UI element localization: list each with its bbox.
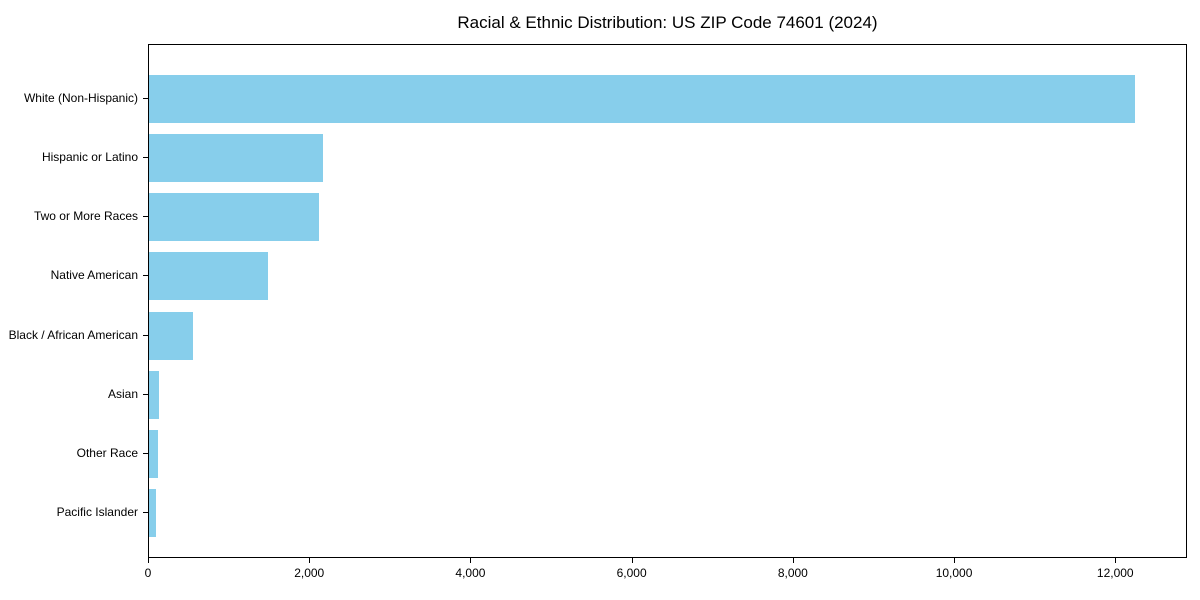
x-tick-label: 6,000	[616, 566, 647, 580]
x-tick-label: 12,000	[1096, 566, 1134, 580]
bar	[149, 370, 160, 419]
y-tick-label: Asian	[107, 386, 138, 401]
y-tick-mark	[143, 275, 148, 277]
plot-area	[148, 44, 1187, 558]
y-tick-label: Black / African American	[8, 327, 138, 342]
x-tick-label: 8,000	[777, 566, 808, 580]
x-tick-mark	[309, 558, 311, 563]
x-tick-mark	[954, 558, 956, 563]
y-tick-mark	[143, 97, 148, 99]
chart-title: Racial & Ethnic Distribution: US ZIP Cod…	[457, 13, 878, 32]
y-tick-label: Pacific Islander	[56, 505, 138, 520]
y-tick-mark	[143, 216, 148, 218]
y-tick-mark	[143, 512, 148, 514]
bar	[149, 74, 1136, 123]
x-tick-label: 2,000	[294, 566, 325, 580]
y-tick-mark	[143, 156, 148, 158]
y-tick-label: Two or More Races	[33, 209, 138, 224]
y-tick-mark	[143, 334, 148, 336]
x-tick-label: 4,000	[455, 566, 486, 580]
x-tick-label: 0	[144, 566, 152, 580]
x-tick-mark	[1115, 558, 1117, 563]
y-tick-mark	[143, 393, 148, 395]
bar	[149, 133, 324, 182]
x-tick-mark	[792, 558, 794, 563]
x-tick-mark	[148, 558, 149, 563]
y-tick-label: Hispanic or Latino	[41, 149, 138, 164]
bar	[149, 252, 269, 301]
bar	[149, 489, 156, 538]
bar	[149, 193, 320, 242]
y-tick-mark	[143, 453, 148, 455]
y-tick-label: Other Race	[76, 446, 138, 461]
bar	[149, 430, 159, 479]
bar	[149, 311, 194, 360]
x-tick-mark	[631, 558, 633, 563]
y-tick-label: White (Non-Hispanic)	[23, 90, 138, 105]
x-tick-label: 10,000	[935, 566, 973, 580]
y-tick-label: Native American	[50, 268, 138, 283]
x-tick-mark	[470, 558, 472, 563]
